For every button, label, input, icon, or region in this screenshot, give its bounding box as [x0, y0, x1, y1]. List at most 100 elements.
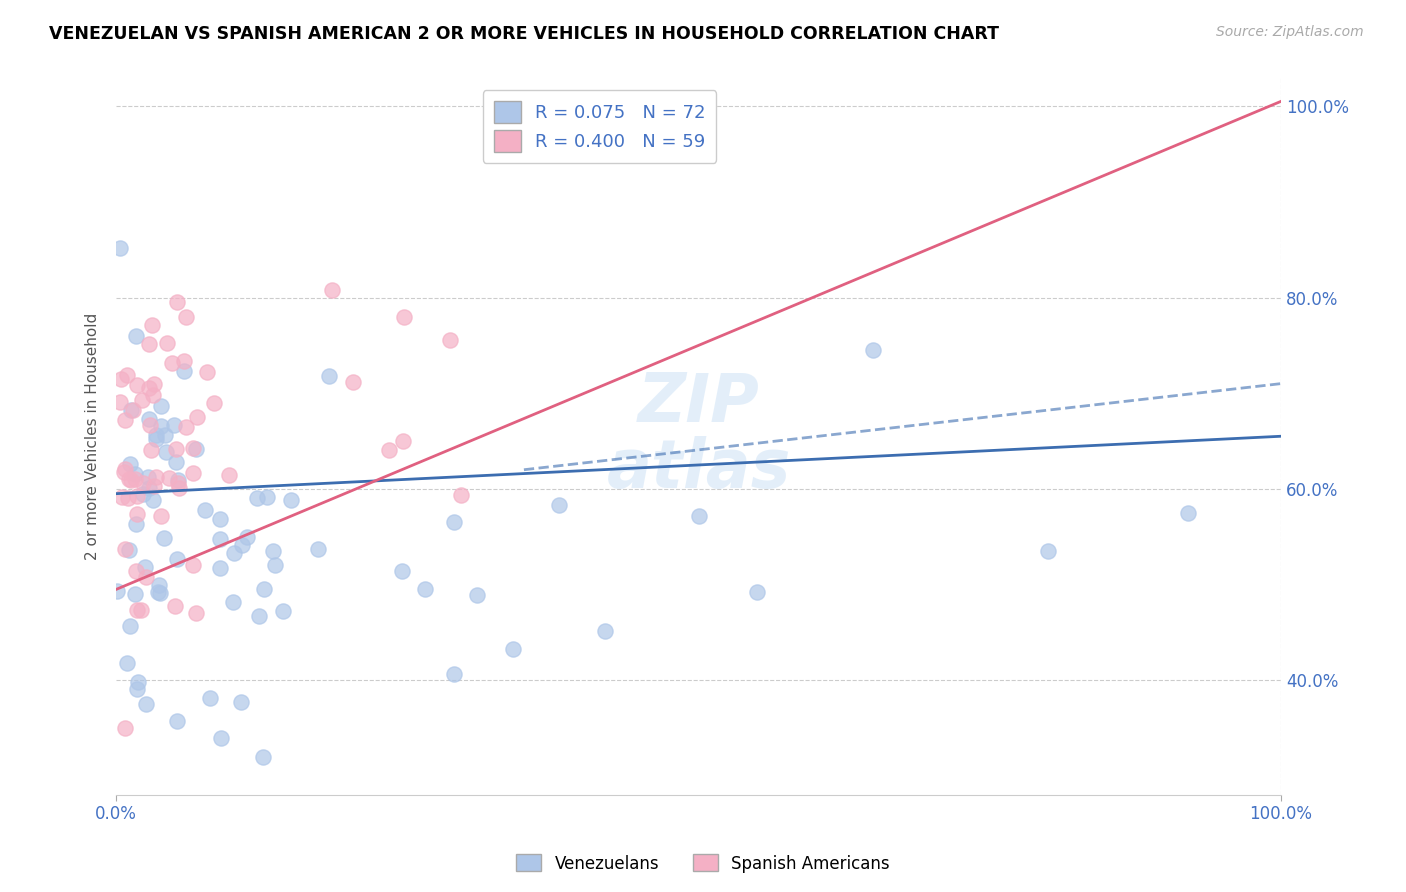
- Point: [165, 442, 187, 457]
- Point: [166, 295, 188, 310]
- Point: [443, 666, 465, 681]
- Point: [174, 420, 197, 434]
- Point: [120, 403, 142, 417]
- Point: [413, 582, 436, 597]
- Point: [166, 473, 188, 487]
- Point: [152, 531, 174, 545]
- Point: [392, 434, 415, 449]
- Point: [163, 599, 186, 614]
- Point: [117, 472, 139, 486]
- Point: [194, 503, 217, 517]
- Point: [136, 470, 159, 484]
- Point: [143, 377, 166, 392]
- Point: [318, 368, 340, 383]
- Point: [142, 493, 165, 508]
- Point: [173, 353, 195, 368]
- Point: [166, 714, 188, 728]
- Text: ZIP: ZIP: [638, 370, 759, 436]
- Point: [139, 418, 162, 433]
- Point: [124, 587, 146, 601]
- Point: [125, 682, 148, 697]
- Point: [135, 570, 157, 584]
- Point: [122, 403, 145, 417]
- Point: [118, 619, 141, 633]
- Point: [236, 530, 259, 544]
- Point: [139, 442, 162, 457]
- Point: [108, 395, 131, 409]
- Point: [443, 515, 465, 529]
- Point: [125, 378, 148, 392]
- Point: [117, 368, 139, 382]
- Point: [745, 584, 768, 599]
- Point: [1036, 544, 1059, 558]
- Point: [114, 541, 136, 556]
- Point: [231, 695, 253, 709]
- Point: [114, 721, 136, 735]
- Point: [502, 641, 524, 656]
- Point: [125, 507, 148, 521]
- Point: [547, 498, 569, 512]
- Point: [108, 241, 131, 255]
- Point: [114, 413, 136, 427]
- Point: [149, 399, 172, 413]
- Point: [149, 419, 172, 434]
- Point: [186, 606, 208, 620]
- Point: [195, 366, 218, 380]
- Y-axis label: 2 or more Vehicles in Household: 2 or more Vehicles in Household: [86, 312, 100, 560]
- Point: [209, 533, 232, 547]
- Point: [163, 417, 186, 432]
- Point: [439, 333, 461, 347]
- Point: [114, 462, 136, 476]
- Point: [145, 470, 167, 484]
- Point: [125, 329, 148, 343]
- Point: [186, 409, 208, 424]
- Point: [181, 442, 204, 456]
- Point: [247, 608, 270, 623]
- Point: [141, 318, 163, 333]
- Point: [115, 657, 138, 671]
- Point: [143, 479, 166, 493]
- Point: [174, 310, 197, 325]
- Point: [167, 481, 190, 495]
- Point: [264, 558, 287, 572]
- Point: [307, 542, 329, 557]
- Point: [222, 595, 245, 609]
- Point: [391, 564, 413, 578]
- Point: [145, 428, 167, 442]
- Point: [1177, 506, 1199, 520]
- Point: [127, 489, 149, 503]
- Point: [124, 472, 146, 486]
- Point: [125, 517, 148, 532]
- Text: Source: ZipAtlas.com: Source: ZipAtlas.com: [1216, 25, 1364, 39]
- Point: [153, 428, 176, 442]
- Point: [124, 564, 146, 578]
- Point: [110, 372, 132, 386]
- Point: [198, 691, 221, 706]
- Text: atlas: atlas: [606, 436, 790, 502]
- Point: [256, 490, 278, 504]
- Legend: Venezuelans, Spanish Americans: Venezuelans, Spanish Americans: [510, 847, 896, 880]
- Point: [688, 508, 710, 523]
- Point: [148, 585, 170, 599]
- Point: [262, 544, 284, 558]
- Point: [181, 466, 204, 480]
- Point: [138, 336, 160, 351]
- Point: [209, 512, 232, 526]
- Point: [321, 283, 343, 297]
- Point: [135, 697, 157, 711]
- Point: [138, 412, 160, 426]
- Point: [160, 356, 183, 370]
- Point: [129, 603, 152, 617]
- Point: [253, 582, 276, 597]
- Point: [862, 343, 884, 357]
- Point: [138, 481, 160, 495]
- Point: [392, 310, 415, 325]
- Point: [271, 604, 294, 618]
- Point: [166, 551, 188, 566]
- Point: [120, 457, 142, 471]
- Point: [117, 491, 139, 505]
- Point: [218, 468, 240, 483]
- Text: VENEZUELAN VS SPANISH AMERICAN 2 OR MORE VEHICLES IN HOUSEHOLD CORRELATION CHART: VENEZUELAN VS SPANISH AMERICAN 2 OR MORE…: [49, 25, 1000, 43]
- Point: [173, 364, 195, 378]
- Point: [166, 475, 188, 490]
